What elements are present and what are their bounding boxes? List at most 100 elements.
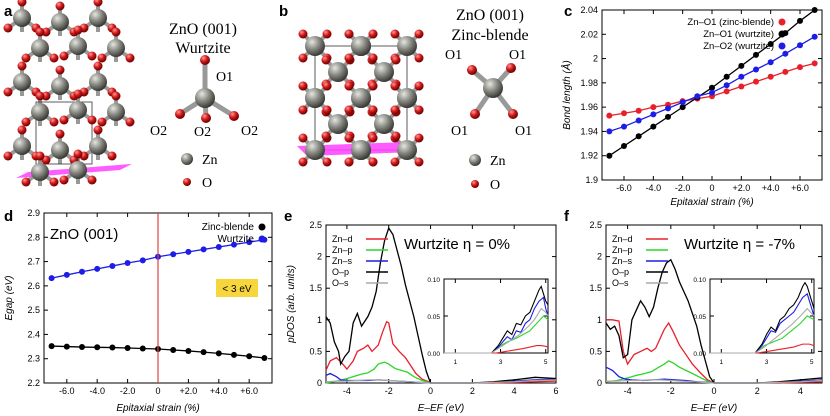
o-atom <box>344 105 354 115</box>
o-atom <box>21 177 31 187</box>
data-point <box>753 51 759 58</box>
x-tick-label: 1 <box>719 359 723 366</box>
label-o1-br: O1 <box>515 124 532 139</box>
series-line <box>710 292 815 354</box>
o-atom <box>3 151 13 161</box>
y-tick-label: 1.94 <box>580 126 598 136</box>
o-atom <box>322 29 332 39</box>
o-atom <box>17 61 27 71</box>
panel-letter-d: d <box>4 208 13 225</box>
legend-label: O–p <box>612 267 629 277</box>
y-tick-label: 2 <box>597 252 602 262</box>
label-o2-mid: O2 <box>194 125 211 140</box>
label-o1: O1 <box>216 70 233 85</box>
inset-plot: 1 3 5 0.00 0.05 0.10 <box>693 277 815 366</box>
o-atom <box>368 29 378 39</box>
legend-marker <box>258 223 266 231</box>
data-point <box>606 112 613 119</box>
data-point <box>63 271 70 278</box>
y-tick-label: 1.96 <box>580 102 598 112</box>
o-atom <box>125 53 135 63</box>
y-tick-label: 2.3 <box>27 354 40 364</box>
chart-bond-length: -6.0 -4.0 -2.0 0 +2.0 +4.0 +6.0 1.9 1.92 1.94 1.96… <box>560 5 823 208</box>
legend-o-label: O <box>490 178 500 193</box>
x-tick-label: +2.0 <box>180 386 198 396</box>
legend-label: Zn–d <box>612 234 633 244</box>
o-atom <box>59 175 69 185</box>
data-point <box>767 59 774 66</box>
data-point <box>94 265 101 272</box>
zn-atom <box>13 73 31 91</box>
o-atom <box>107 151 117 161</box>
y-tick-label: 2.6 <box>27 281 40 291</box>
o-atom <box>298 53 308 63</box>
data-point <box>797 64 803 71</box>
panel-letter-e: e <box>284 208 292 225</box>
legend-marker <box>258 235 266 243</box>
y-axis-label: Egap (eV) <box>4 275 15 320</box>
x-tick-label: +6.0 <box>791 183 809 193</box>
legend-label: O–s <box>612 278 629 288</box>
legend-o-atom <box>471 180 479 188</box>
y-tick-label: 2.5 <box>589 220 602 230</box>
o-atom <box>35 91 45 101</box>
data-point <box>621 123 627 130</box>
zn-atom <box>31 163 49 181</box>
y-tick-label: 1 <box>597 315 602 325</box>
zn-atom <box>328 62 348 82</box>
o-atom <box>368 157 378 167</box>
o-atom <box>93 125 103 135</box>
o-atom <box>390 105 400 115</box>
o-atom <box>321 55 331 65</box>
o-atom <box>391 55 401 65</box>
data-point <box>139 257 146 264</box>
data-point <box>215 244 222 250</box>
data-point <box>709 89 715 96</box>
zn-atom <box>305 36 325 56</box>
y-tick-label: 1.98 <box>580 78 598 88</box>
legend-label: Zn–d <box>332 234 353 244</box>
y-tick-label: 1.92 <box>580 151 598 161</box>
o-atom <box>298 157 308 167</box>
zn-atom <box>31 39 49 57</box>
o-atom <box>17 0 27 7</box>
legend-label: Zn–s <box>332 256 353 266</box>
panel-b: b ZnO (001) Zinc-blende O1 O1 O1 O1 Zn O <box>279 3 532 193</box>
data-point <box>753 66 759 73</box>
o-atom <box>3 87 13 97</box>
zn-atom <box>107 103 125 121</box>
data-point <box>665 105 671 112</box>
series-line <box>710 281 815 354</box>
o-atom <box>49 117 59 127</box>
y-tick-label: 0 <box>597 378 602 388</box>
data-point <box>200 349 207 356</box>
zn-atom <box>374 62 394 82</box>
zn-atom <box>51 77 69 95</box>
o-atom <box>368 81 378 91</box>
series-line <box>606 379 823 384</box>
legend-label: Zn–p <box>612 245 633 255</box>
wurtzite-crystal <box>3 0 135 187</box>
o-atom <box>97 117 107 127</box>
o-atom <box>414 133 424 143</box>
o-atom <box>35 151 45 161</box>
title-line-2: Zinc-blende <box>451 27 528 44</box>
title-line-1: ZnO (001) <box>456 7 524 24</box>
x-axis-label: Epitaxial strain (%) <box>116 403 199 414</box>
data-point <box>94 344 101 351</box>
x-axis-label: Epitaxial strain (%) <box>670 197 753 208</box>
data-point <box>811 33 818 40</box>
data-point <box>694 93 701 100</box>
y-axis-label: pDOS (arb. units) <box>286 265 297 344</box>
annotation-title: Wurtzite η = 0% <box>404 236 510 253</box>
zn-atom <box>351 140 371 160</box>
legend-label: Zn–O1 (zinc-blende) <box>687 17 774 28</box>
o-atom <box>414 53 424 63</box>
y-tick-label: 0 <box>317 378 322 388</box>
inset-plot: 1 3 5 0.00 0.05 0.10 <box>427 277 549 366</box>
series-line <box>444 296 549 354</box>
o-atom <box>87 51 97 61</box>
y-tick-label: 0.5 <box>309 346 322 356</box>
o-atom <box>17 125 27 135</box>
legend-label: Zn–O1 (wurtzite) <box>703 29 774 40</box>
